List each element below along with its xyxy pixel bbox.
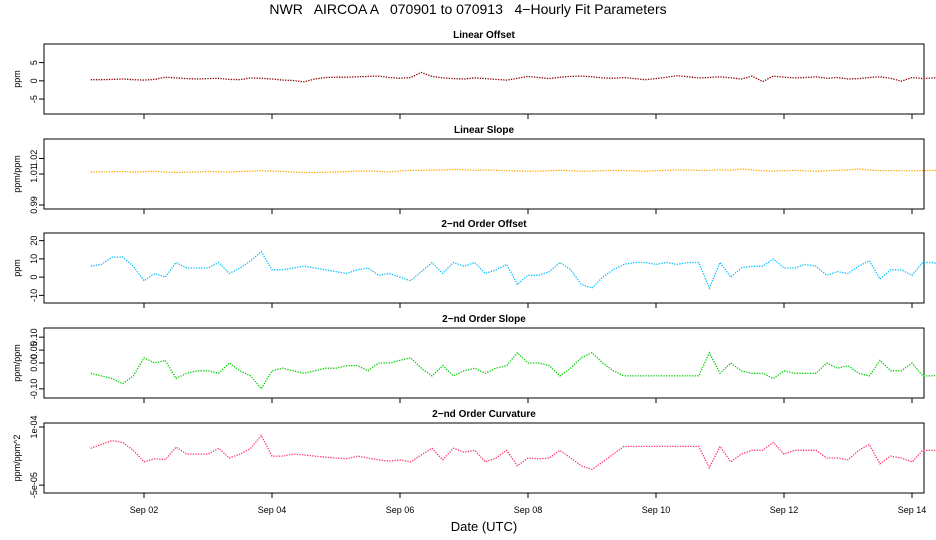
panel-3-ytick-label: 10 [29, 254, 39, 264]
panel-1-frame [43, 43, 925, 115]
x-tick-label: Sep 10 [642, 505, 671, 515]
panel-5-title: 2−nd Order Curvature [432, 409, 536, 420]
panel-3-title: 2−nd Order Offset [441, 219, 527, 230]
panel-1-ytick-label: 5 [29, 60, 39, 65]
panel-3-series-line [90, 250, 936, 290]
panel-1-title: Linear Offset [453, 30, 515, 41]
panel-5-ytick-label: 1e-04 [29, 415, 39, 438]
panel-5-frame [43, 422, 925, 494]
panel-1-ytick-label: -5 [29, 95, 39, 103]
chart-main-title: NWR AIRCOA A 070901 to 070913 4−Hourly F… [269, 1, 667, 17]
panel-4-ytick-label: 0.05 [29, 341, 39, 359]
panel-4-ytick-label: 0.00 [29, 354, 39, 372]
panel-2-series-line [90, 168, 936, 174]
panel-4-ytick-label: -0.10 [29, 379, 39, 400]
panel-2-ytick-label: 1.02 [29, 150, 39, 168]
panel-3-ytick-label: 0 [29, 275, 39, 280]
panel-2-ytick-label: 0.99 [29, 196, 39, 214]
x-tick-label: Sep 14 [898, 505, 927, 515]
panel-4-ytick-label: 0.10 [29, 328, 39, 346]
panel-3-ytick-label: 20 [29, 236, 39, 246]
panel-5-ytick-label: -5e-05 [29, 472, 39, 498]
panel-3-ytick-label: -10 [29, 289, 39, 302]
x-axis-label: Date (UTC) [450, 519, 518, 534]
panel-2-frame [43, 138, 925, 210]
panel-3-ylabel: ppm [12, 259, 22, 277]
panel-3-frame [43, 232, 925, 304]
panel-5-series-line [90, 434, 936, 471]
panel-2-ytick-label: 1.01 [29, 165, 39, 183]
panel-1-ylabel: ppm [12, 70, 22, 88]
x-tick-label: Sep 08 [514, 505, 543, 515]
x-tick-label: Sep 12 [770, 505, 799, 515]
panel-1-series-line [90, 71, 936, 83]
panel-4-title: 2−nd Order Slope [442, 314, 526, 325]
x-tick-label: Sep 02 [130, 505, 159, 515]
panel-5-ylabel: ppm/ppm^2 [12, 435, 22, 482]
panel-1-ytick-label: 0 [29, 78, 39, 83]
x-tick-label: Sep 06 [386, 505, 415, 515]
panel-2-ylabel: ppm/ppm [12, 155, 22, 193]
panel-4-frame [43, 327, 925, 399]
panel-2-title: Linear Slope [454, 125, 514, 136]
panel-4-series-line [90, 351, 936, 390]
panel-4-ylabel: ppm/ppm [12, 344, 22, 382]
x-tick-label: Sep 04 [258, 505, 287, 515]
